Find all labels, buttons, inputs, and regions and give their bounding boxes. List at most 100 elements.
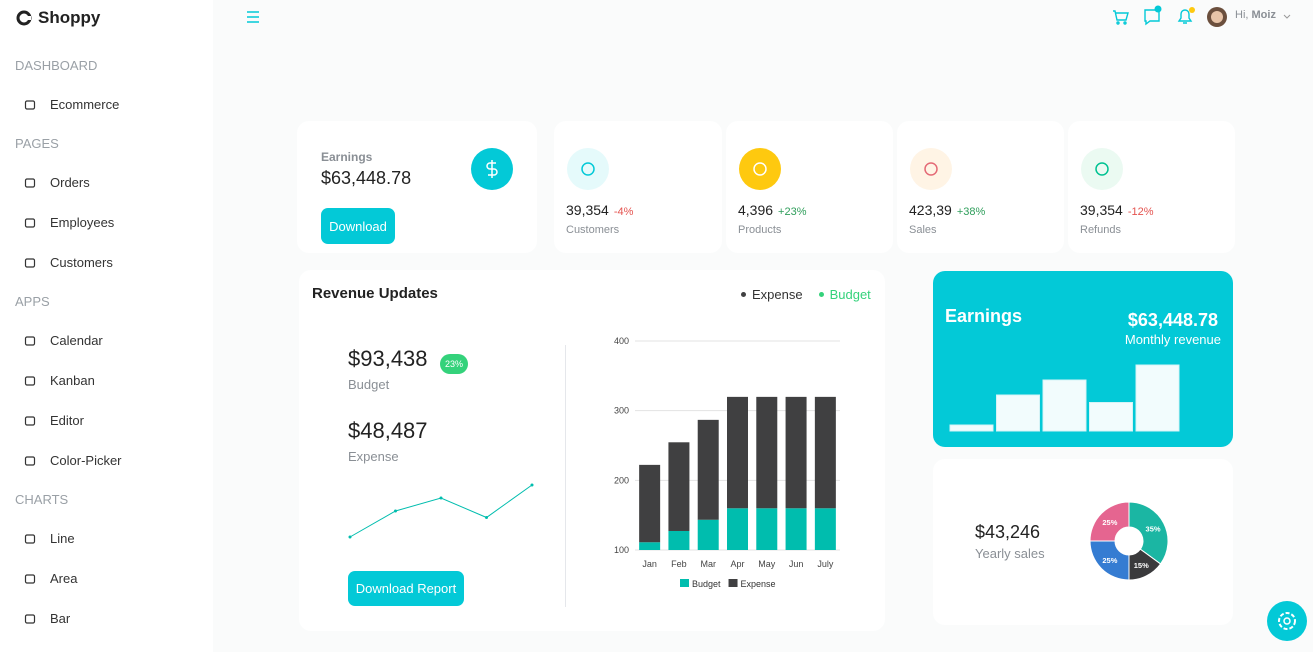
download-button[interactable]: Download bbox=[321, 208, 395, 244]
brand-icon bbox=[16, 10, 32, 26]
yearly-pie: 35% 15% 25% 25% bbox=[1089, 501, 1169, 581]
pie-label: 15% bbox=[1134, 561, 1149, 570]
pie-slice bbox=[1089, 501, 1130, 542]
revenue-title: Revenue Updates bbox=[312, 285, 438, 302]
legend-swatch bbox=[728, 579, 738, 587]
section-title: CHARTS bbox=[15, 492, 69, 507]
nav-label: Customers bbox=[50, 255, 113, 270]
legend-swatch bbox=[680, 579, 689, 587]
y-tick-label: 300 bbox=[614, 406, 629, 416]
stat-card: 39,354 -12% Refunds bbox=[1068, 121, 1235, 253]
sparkline-point bbox=[485, 516, 488, 519]
nav-item[interactable]: Color-Picker bbox=[0, 441, 213, 481]
nav-item[interactable]: Orders bbox=[0, 163, 213, 203]
stat-amount: 423,39 bbox=[909, 202, 952, 218]
brand[interactable]: Shoppy bbox=[16, 6, 100, 30]
stat-icon bbox=[910, 148, 952, 190]
nav-item[interactable]: Editor bbox=[0, 401, 213, 441]
nav-label: Editor bbox=[50, 413, 84, 428]
nav-label: Line bbox=[50, 531, 75, 546]
nav-icon bbox=[24, 614, 36, 624]
stat-card: 423,39 +38% Sales bbox=[897, 121, 1064, 253]
column bbox=[1042, 379, 1087, 432]
nav-item[interactable]: Ecommerce bbox=[0, 85, 213, 125]
nav-item[interactable]: Bar bbox=[0, 599, 213, 639]
monthly-title: Earnings bbox=[945, 306, 1023, 326]
nav-item[interactable]: Pie bbox=[0, 639, 213, 652]
nav-label: Pie bbox=[50, 639, 69, 652]
stat-amount: 39,354 bbox=[1080, 202, 1123, 218]
x-tick-label: Jan bbox=[642, 559, 657, 569]
pie-label: 35% bbox=[1146, 525, 1161, 534]
legend-expense: Expense bbox=[752, 287, 803, 302]
nav-label: Calendar bbox=[50, 333, 103, 348]
nav-item[interactable]: Line bbox=[0, 519, 213, 559]
nav-label: Ecommerce bbox=[50, 97, 120, 112]
column bbox=[1135, 364, 1180, 432]
nav-icon bbox=[24, 456, 36, 466]
bar-segment bbox=[697, 419, 719, 520]
nav-item[interactable]: Area bbox=[0, 559, 213, 599]
y-tick-label: 200 bbox=[614, 475, 629, 485]
sparkline-line bbox=[349, 484, 533, 538]
sparkline-point bbox=[530, 483, 534, 487]
stat-label: Sales bbox=[909, 224, 937, 236]
stat-row: 39,354 -12% bbox=[1080, 202, 1154, 218]
stat-icon bbox=[567, 148, 609, 190]
nav-item[interactable]: Employees bbox=[0, 203, 213, 243]
revenue-card: Revenue Updates Expense Budget $93,438 2… bbox=[299, 270, 885, 631]
stat-icon bbox=[1081, 148, 1123, 190]
expense-amount: $48,487 bbox=[348, 418, 428, 443]
stat-change: +23% bbox=[778, 206, 807, 218]
download-report-button[interactable]: Download Report bbox=[348, 571, 464, 606]
yearly-label: Yearly sales bbox=[975, 546, 1045, 561]
expense-label: Expense bbox=[348, 449, 399, 464]
nav-icon bbox=[24, 574, 36, 584]
stat-label: Customers bbox=[566, 224, 620, 236]
settings-button[interactable] bbox=[1266, 600, 1308, 642]
earnings-amount: $63,448.78 bbox=[321, 168, 412, 188]
sidebar: Shoppy DASHBOARD Ecommerce PAGES Orders Empl… bbox=[0, 0, 213, 652]
stat-card: 39,354 -4% Customers bbox=[554, 121, 722, 253]
bell-icon[interactable] bbox=[1177, 9, 1193, 24]
bar-segment bbox=[668, 442, 690, 531]
nav-icon bbox=[24, 534, 36, 544]
greeting: Hi, bbox=[1235, 9, 1249, 21]
legend-label: Budget bbox=[692, 579, 721, 589]
earnings-card: Earnings $63,448.78 Download bbox=[297, 121, 537, 253]
user-greeting[interactable]: Hi, Moiz bbox=[1235, 9, 1276, 21]
bar-segment bbox=[697, 519, 719, 550]
column bbox=[949, 424, 994, 432]
y-tick-label: 100 bbox=[614, 545, 629, 555]
nav-icon bbox=[24, 376, 36, 386]
nav-icon bbox=[24, 178, 36, 188]
menu-button[interactable] bbox=[246, 10, 260, 29]
nav-item[interactable]: Customers bbox=[0, 243, 213, 283]
budget-amount: $93,438 bbox=[348, 346, 428, 371]
stat-change: -4% bbox=[613, 206, 634, 218]
stat-row: 39,354 -4% bbox=[566, 202, 633, 218]
cart-icon[interactable] bbox=[1113, 10, 1129, 21]
nav-item[interactable]: Kanban bbox=[0, 361, 213, 401]
nav-item[interactable]: Calendar bbox=[0, 321, 213, 361]
y-tick-label: 400 bbox=[614, 336, 629, 346]
nav-icon bbox=[24, 218, 36, 228]
bell-dot bbox=[1189, 7, 1195, 13]
navbar-icons bbox=[1113, 5, 1291, 27]
nav-icon bbox=[24, 416, 36, 426]
yearly-card: $43,246 Yearly sales bbox=[933, 459, 1233, 625]
budget-badge: 23% bbox=[440, 354, 469, 374]
revenue-legend: Expense Budget bbox=[741, 287, 871, 302]
x-tick-label: Mar bbox=[700, 559, 716, 569]
nav-icon bbox=[24, 258, 36, 268]
nav-label: Kanban bbox=[50, 373, 95, 388]
legend-label: Expense bbox=[741, 579, 776, 589]
monthly-amount: $63,448.78 bbox=[1127, 310, 1218, 330]
bar-segment bbox=[668, 530, 690, 550]
bar-segment bbox=[727, 396, 748, 509]
bar-segment bbox=[814, 396, 836, 509]
nav-icon bbox=[24, 336, 36, 346]
bar-segment bbox=[639, 542, 661, 550]
legend-budget: Budget bbox=[829, 287, 871, 302]
